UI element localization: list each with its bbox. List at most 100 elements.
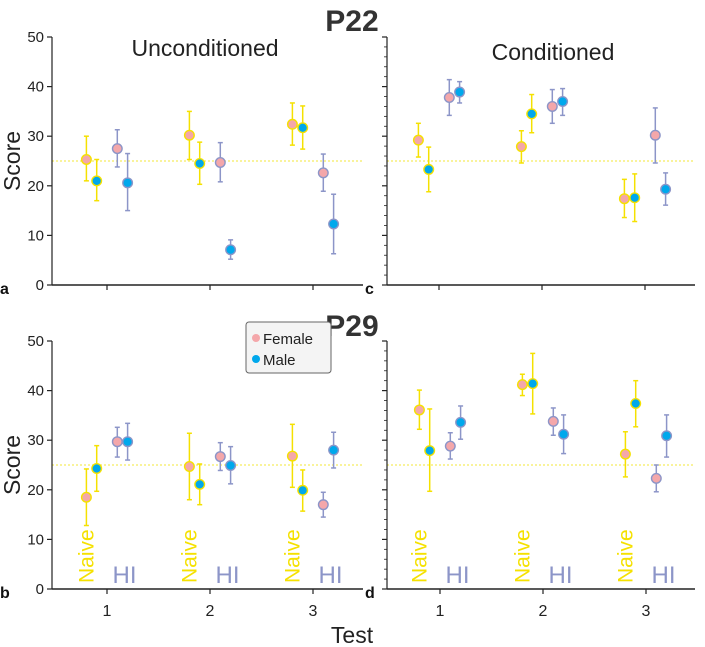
y-axis-label-bottom: Score xyxy=(0,435,25,495)
data-point-naive-female xyxy=(618,193,630,205)
y-tick-label: 20 xyxy=(27,482,44,499)
column-title-unconditioned: Unconditioned xyxy=(131,35,278,61)
data-point-naive-female xyxy=(515,141,527,153)
y-tick-label: 30 xyxy=(27,128,44,145)
data-point-naive-male xyxy=(194,157,206,169)
data-point-naive-female xyxy=(80,491,92,503)
data-point-hi-female xyxy=(317,167,329,179)
data-point-hi-male xyxy=(557,95,569,107)
x-tick-label: 3 xyxy=(309,603,318,620)
data-point-naive-female xyxy=(413,404,425,416)
y-tick-label: 10 xyxy=(27,227,44,244)
data-point-hi-male xyxy=(558,428,570,440)
legend-female-label: Female xyxy=(263,331,313,348)
y-tick-label: 50 xyxy=(27,29,44,46)
data-point-naive-male xyxy=(424,445,436,457)
data-point-naive-male xyxy=(297,484,309,496)
group-label-naive: Naive xyxy=(614,529,637,583)
data-point-naive-male xyxy=(91,462,103,474)
legend: Female Male xyxy=(245,321,332,374)
column-title-conditioned: Conditioned xyxy=(492,39,615,65)
group-label-hi: HI xyxy=(652,562,676,589)
data-point-naive-female xyxy=(516,379,528,391)
y-tick-label: 0 xyxy=(36,581,44,598)
panel-a: 0 10 20 30 40 50 a xyxy=(0,29,363,298)
group-label-hi: HI xyxy=(113,562,137,589)
data-point-hi-male xyxy=(122,177,134,189)
data-point-hi-female xyxy=(546,100,558,112)
data-point-naive-male xyxy=(629,192,641,204)
row-title-p29: P29 xyxy=(325,310,378,343)
group-label-naive: Naive xyxy=(178,529,201,583)
data-point-hi-male xyxy=(454,86,466,98)
data-point-naive-male xyxy=(630,397,642,409)
group-label-naive: Naive xyxy=(511,529,534,583)
y-tick-label: 10 xyxy=(27,531,44,548)
data-point-naive-female xyxy=(286,118,298,130)
data-point-hi-female xyxy=(444,440,456,452)
data-point-hi-male xyxy=(660,183,672,195)
panel-letter-a: a xyxy=(0,281,9,298)
group-label-hi: HI xyxy=(319,562,343,589)
y-tick-label: 40 xyxy=(27,383,44,400)
data-point-naive-male xyxy=(194,478,206,490)
panel-letter-b: b xyxy=(0,585,10,602)
x-tick-label: 2 xyxy=(206,603,215,620)
group-label-naive: Naive xyxy=(75,529,98,583)
row-title-p22: P22 xyxy=(325,5,378,38)
group-label-naive: Naive xyxy=(281,529,304,583)
x-tick-label: 1 xyxy=(436,603,445,620)
data-point-hi-male xyxy=(328,218,340,230)
data-point-naive-male xyxy=(527,378,539,390)
data-point-hi-male xyxy=(225,459,237,471)
legend-box xyxy=(245,321,332,374)
data-point-naive-male xyxy=(423,163,435,175)
y-tick-label: 40 xyxy=(27,79,44,96)
group-label-hi: HI xyxy=(549,562,573,589)
data-point-naive-female xyxy=(183,129,195,141)
data-point-hi-female xyxy=(547,415,559,427)
panel-letter-d: d xyxy=(365,585,375,602)
y-axis-label-top: Score xyxy=(0,131,25,191)
y-tick-label: 30 xyxy=(27,432,44,449)
data-point-hi-female xyxy=(443,92,455,104)
data-point-hi-male xyxy=(328,444,340,456)
data-point-naive-male xyxy=(91,175,103,187)
data-point-naive-female xyxy=(619,448,631,460)
data-point-hi-female xyxy=(317,499,329,511)
data-point-hi-female xyxy=(111,143,123,155)
data-point-naive-male xyxy=(297,122,309,134)
data-point-hi-female xyxy=(650,472,662,484)
legend-male-marker xyxy=(252,355,260,363)
data-point-naive-female xyxy=(80,154,92,166)
data-point-hi-female xyxy=(214,156,226,168)
y-tick-label: 20 xyxy=(27,178,44,195)
legend-female-marker xyxy=(252,334,260,342)
x-axis-label: Test xyxy=(331,622,374,647)
x-tick-label: 3 xyxy=(642,603,651,620)
data-point-hi-female xyxy=(649,129,661,141)
data-point-naive-female xyxy=(183,460,195,472)
data-point-hi-female xyxy=(111,436,123,448)
panel-c: c xyxy=(365,36,695,298)
data-point-naive-male xyxy=(526,108,538,120)
y-tick-label: 50 xyxy=(27,333,44,350)
data-point-hi-female xyxy=(214,451,226,463)
group-label-hi: HI xyxy=(216,562,240,589)
y-tick-label: 0 xyxy=(36,277,44,294)
data-point-hi-male xyxy=(122,436,134,448)
data-point-hi-male xyxy=(225,244,237,256)
data-point-hi-male xyxy=(661,430,673,442)
x-tick-label: 2 xyxy=(539,603,548,620)
group-label-naive: Naive xyxy=(408,529,431,583)
data-point-naive-female xyxy=(412,134,424,146)
data-point-hi-male xyxy=(455,416,467,428)
group-label-hi: HI xyxy=(446,562,470,589)
panel-letter-c: c xyxy=(365,281,374,298)
legend-male-label: Male xyxy=(263,352,296,369)
data-point-naive-female xyxy=(286,450,298,462)
x-tick-label: 1 xyxy=(103,603,112,620)
